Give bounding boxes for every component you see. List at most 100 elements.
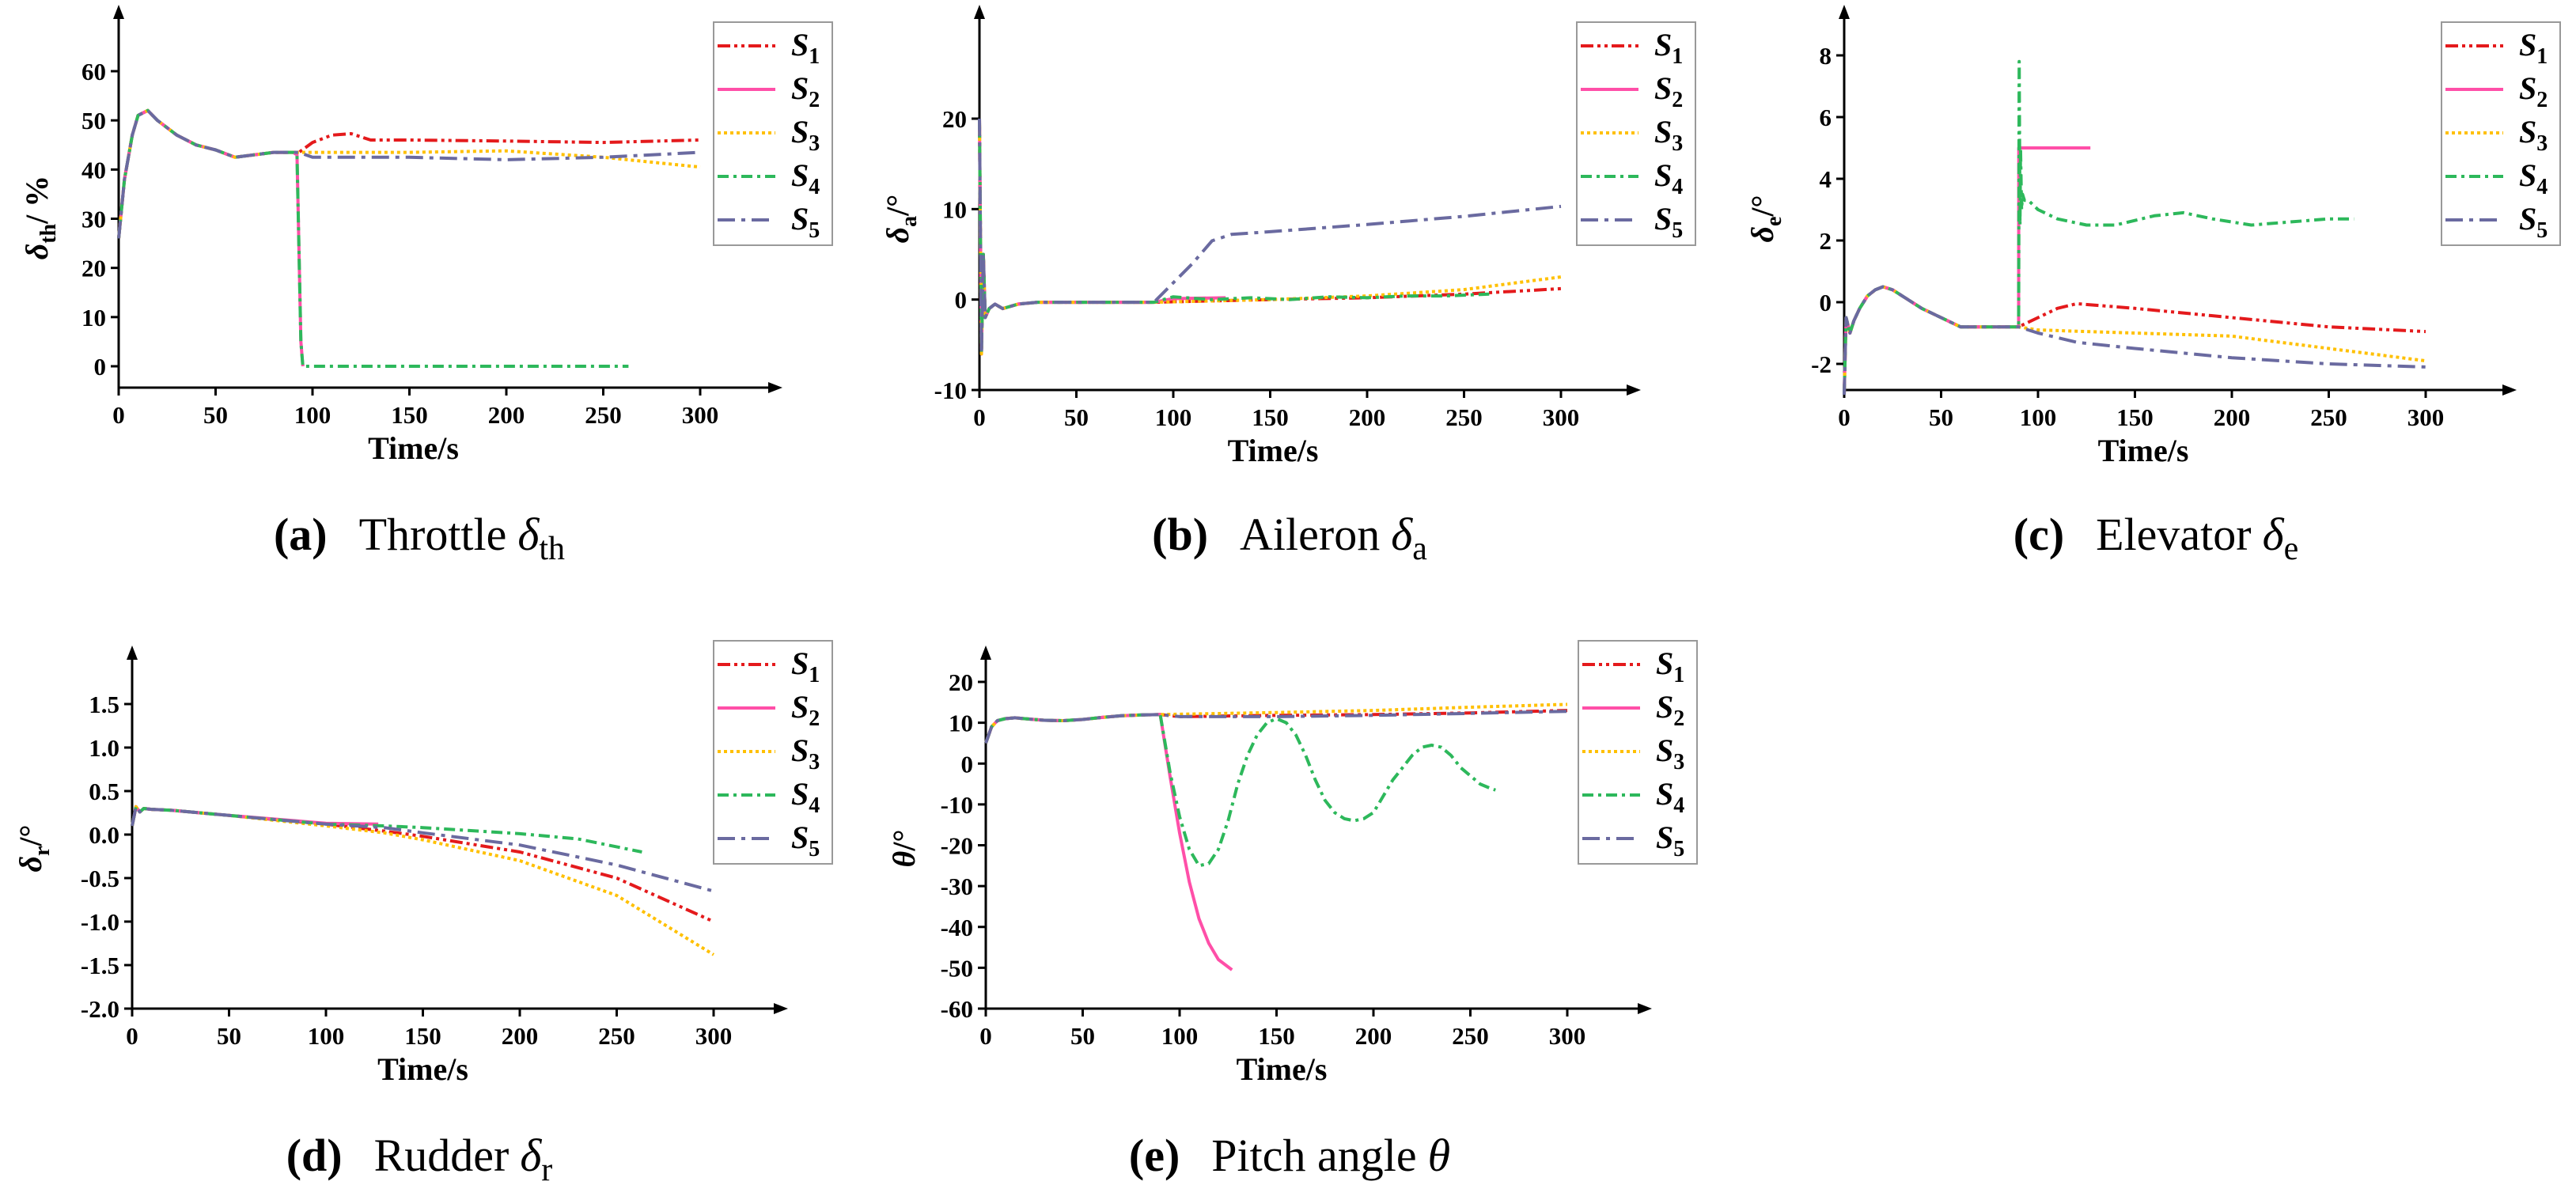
x-axis-label: Time/s [377,1051,468,1087]
x-tick-label: 50 [1929,403,1953,431]
y-tick-label: -50 [941,954,973,982]
y-tick-label: 20 [81,255,106,282]
y-tick-label: -2.0 [81,995,119,1023]
legend-label: S1 [791,27,820,69]
x-tick-label: 0 [979,1022,992,1050]
legend-label: S4 [791,776,820,818]
series-line-s1 [131,805,714,923]
legend-label: S1 [2519,27,2548,69]
series-line-s3 [117,108,701,239]
y-axis-arrow [113,5,124,19]
y-tick-label: 30 [81,206,106,233]
series-line-s2 [1843,146,2091,396]
y-tick-label: 0 [1820,289,1832,316]
x-axis-arrow [774,1003,788,1014]
legend-label: S4 [1656,776,1684,818]
series-line-s4 [1843,59,2354,396]
legend-label: S2 [1654,70,1683,112]
legend-label: S5 [791,201,820,243]
x-axis-label: Time/s [1237,1051,1328,1087]
x-axis-label: Time/s [2098,433,2189,468]
x-tick-label: 0 [1838,403,1851,431]
y-tick-label: -20 [941,832,973,860]
panel-caption: (d) Rudder δr [286,1130,553,1188]
panel-caption: (c) Elevator δe [2013,509,2298,567]
y-tick-label: 40 [81,156,106,184]
y-tick-label: -40 [941,914,973,941]
series-line-s5 [978,118,1562,356]
legend-label: S1 [1654,27,1683,69]
legend-label: S4 [791,157,820,199]
y-tick-label: 0.5 [89,778,119,805]
y-tick-label: 0.0 [89,821,119,849]
x-tick-label: 100 [1161,1022,1199,1050]
legend-label: S3 [791,114,820,156]
x-tick-label: 50 [1064,403,1089,431]
y-tick-label: -0.5 [81,865,119,892]
legend-label: S3 [2519,114,2548,156]
y-tick-label: 1.0 [89,734,119,762]
series-line-s4 [978,118,1490,356]
legend-label: S2 [791,689,820,731]
legend-label: S5 [791,820,820,861]
x-tick-label: 0 [126,1022,138,1050]
y-axis-label: δa/° [880,195,922,244]
y-axis-arrow [1839,5,1850,19]
y-axis-arrow [127,646,138,660]
x-tick-label: 100 [2020,403,2057,431]
legend-label: S3 [1656,733,1684,774]
y-axis-label: δr/° [13,824,55,872]
x-tick-label: 100 [1155,403,1192,431]
series-line-s2 [978,118,1226,356]
series-line-s4 [984,713,1496,868]
panel-d: 0 50 100 150 200 250 300 -2.0 -1.5 -1.0 -0.5 0.0 0.5… [13,640,833,1188]
legend-label: S1 [791,646,820,687]
x-tick-label: 100 [308,1022,345,1050]
legend-label: S3 [791,733,820,774]
y-tick-label: 0 [955,286,968,314]
x-tick-label: 300 [1549,1022,1586,1050]
panel-caption: (b) Aileron δa [1152,509,1427,567]
x-axis-arrow [1627,384,1641,396]
series-line-s2 [984,713,1233,971]
x-tick-label: 150 [391,401,428,429]
panel-b: 0 50 100 150 200 250 300-1001020Time/sδa/°S1S2… [880,5,1696,567]
series-line-s3 [978,118,1562,356]
y-tick-label: 0 [94,353,107,381]
x-tick-label: 150 [404,1022,441,1050]
y-tick-label: 2 [1820,227,1832,255]
y-tick-label: 20 [942,105,967,133]
y-tick-label: -2 [1811,350,1832,378]
y-tick-label: 8 [1820,42,1832,70]
y-tick-label: -1.0 [81,908,119,936]
legend-label: S2 [2519,70,2548,112]
y-tick-label: 10 [81,304,106,331]
y-tick-label: 1.5 [89,691,119,718]
x-tick-label: 300 [682,401,719,429]
y-tick-label: 60 [81,58,106,85]
series-line-s5 [117,108,701,239]
legend-label: S3 [1654,114,1683,156]
y-tick-label: -30 [941,873,973,900]
legend-label: S2 [791,70,820,112]
legend-label: S4 [1654,157,1683,199]
x-tick-label: 50 [203,401,228,429]
series-line-s1 [984,709,1568,744]
x-tick-label: 250 [585,401,622,429]
x-tick-label: 200 [502,1022,539,1050]
x-tick-label: 50 [1070,1022,1095,1050]
x-tick-label: 300 [1543,403,1580,431]
x-tick-label: 250 [598,1022,635,1050]
y-tick-label: -10 [941,791,973,819]
series-line-s4 [117,108,629,368]
series-line-s5 [984,710,1568,744]
panel-caption: (a) Throttle δth [274,509,565,567]
y-tick-label: -1.5 [81,952,119,979]
legend-label: S4 [2519,157,2548,199]
